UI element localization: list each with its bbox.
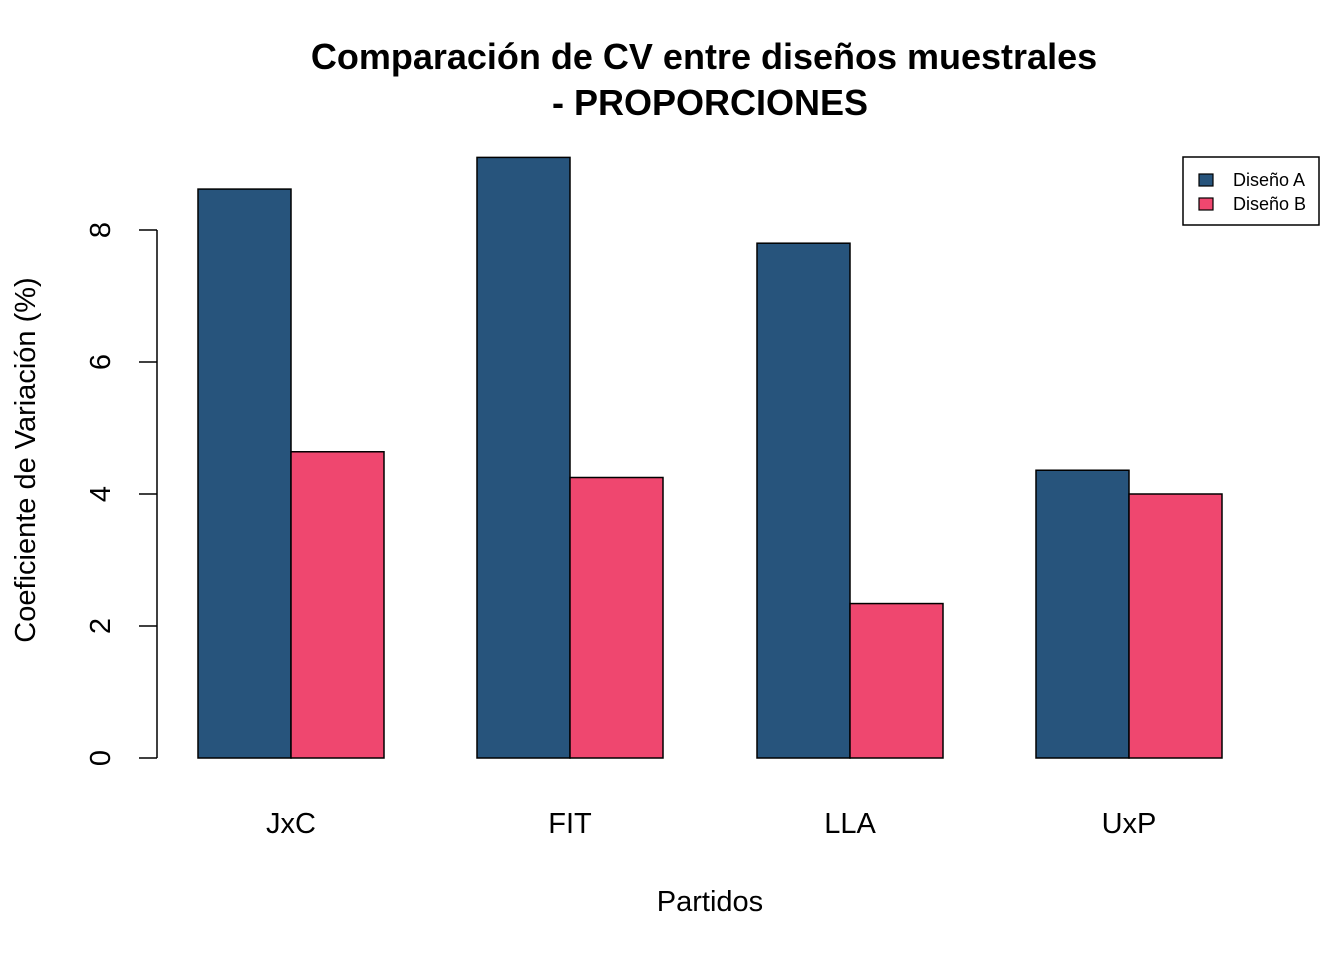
bar-jxc-series-2 [290,451,385,759]
bar-lla-series-2 [849,602,944,759]
x-tick-label-uxp: UxP [1102,808,1157,840]
y-tick-label: 0 [85,750,117,766]
legend-swatch-series-2 [1198,197,1214,211]
y-tick-label: 4 [85,486,117,502]
legend-label-series-1: Diseño A [1233,170,1305,190]
y-axis-label: Coeficiente de Variación (%) [10,277,42,642]
y-axis: 0 2 4 6 8 [85,222,158,766]
x-axis-labels: JxC FIT LLA UxP [266,808,1156,840]
bar-uxp-series-2 [1128,493,1223,759]
x-tick-label-lla: LLA [824,808,876,840]
chart-subtitle: - PROPORCIONES [552,82,868,123]
x-axis-label: Partidos [657,886,763,918]
legend: Diseño A Diseño B [1182,156,1320,226]
y-tick-label: 8 [85,222,117,238]
x-tick-label-fit: FIT [548,808,592,840]
legend-box [1182,156,1320,226]
x-tick-label-jxc: JxC [266,808,316,840]
bar-lla-series-1 [756,242,851,759]
bar-jxc-series-1 [197,188,292,759]
y-tick-label: 6 [85,354,117,370]
bars-layer [197,156,1223,759]
y-tick-label: 2 [85,618,117,634]
bar-fit-series-2 [569,476,664,759]
bar-uxp-series-1 [1035,469,1130,759]
legend-label-series-2: Diseño B [1233,194,1306,214]
bar-fit-series-1 [476,156,571,759]
chart-title: Comparación de CV entre diseños muestral… [311,36,1097,77]
legend-swatch-series-1 [1198,173,1214,187]
